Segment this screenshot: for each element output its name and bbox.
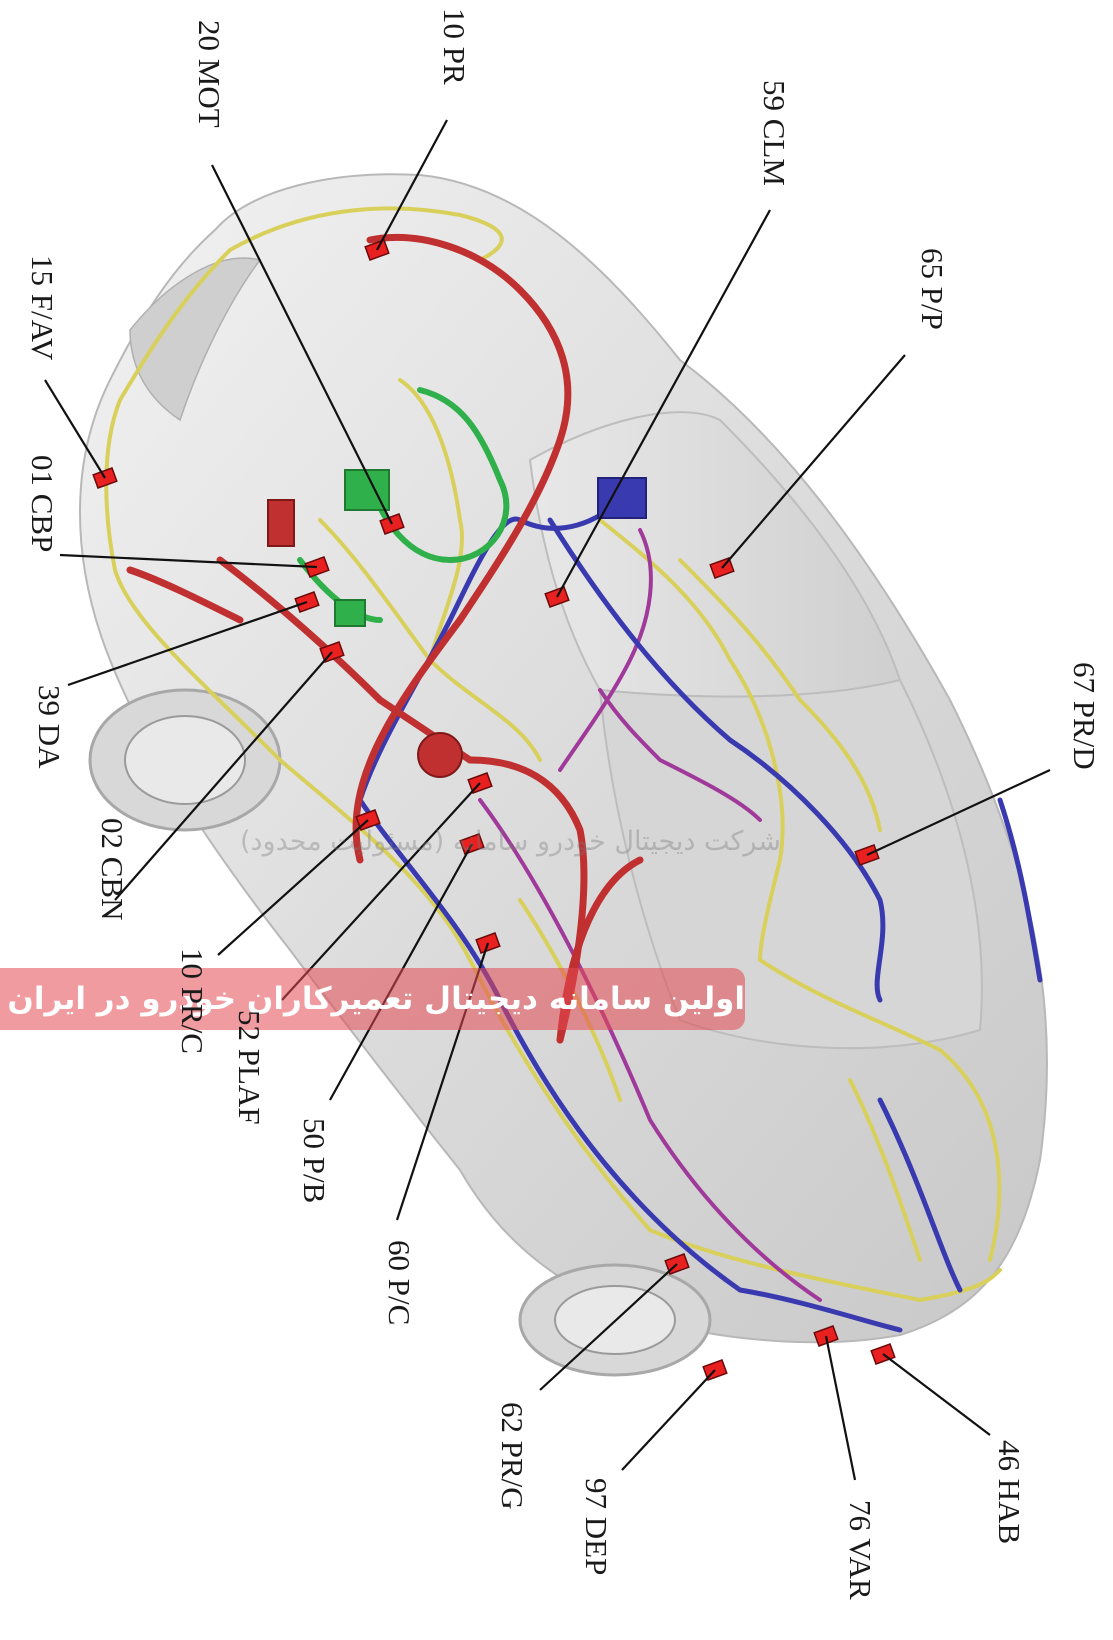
label-01-cbp: 01 CBP <box>25 455 60 553</box>
label-15-fav: 15 F/AV <box>25 255 60 361</box>
label-65-pp: 65 P/P <box>915 248 950 330</box>
blue-connector-block <box>597 477 647 519</box>
yellow-harness <box>104 206 1002 1303</box>
label-02-cbn: 02 CBN <box>95 818 130 921</box>
hood-vents-shape <box>129 257 262 422</box>
watermark-line1: شرکت دیجیتال خودرو سامانه (مسئولیت محدود… <box>240 826 781 857</box>
label-52-plaf: 52 PLAF <box>232 1010 267 1125</box>
label-39-da: 39 DA <box>32 685 67 769</box>
label-46-hab: 46 HAB <box>992 1440 1027 1545</box>
car-body-shape <box>79 173 1049 1344</box>
label-76-var: 76 VAR <box>843 1500 878 1600</box>
roof-shape <box>598 678 983 1050</box>
label-20-mot: 20 MOT <box>192 20 227 128</box>
label-62-prg: 62 PR/G <box>495 1402 530 1510</box>
label-97-dep: 97 DEP <box>579 1478 614 1576</box>
purple-harness <box>478 528 822 1302</box>
watermark-line2: اولین سامانه دیجیتال تعمیرکاران خودرو در… <box>0 968 745 1030</box>
front-wheel-rim-shape <box>124 715 246 805</box>
connector-tags <box>92 239 896 1381</box>
label-60-pc: 60 P/C <box>382 1240 417 1326</box>
red-grommet <box>417 732 463 778</box>
label-50-pb: 50 P/B <box>297 1118 332 1204</box>
label-59-clm: 59 CLM <box>757 80 792 186</box>
label-10-prc: 10 PR/C <box>175 948 210 1054</box>
leader-lines <box>44 119 1051 1481</box>
red-connector-block <box>267 499 295 547</box>
label-67-prd: 67 PR/D <box>1067 662 1102 770</box>
green-connector-block-2 <box>334 599 366 627</box>
label-10-pr: 10 PR <box>437 8 472 85</box>
